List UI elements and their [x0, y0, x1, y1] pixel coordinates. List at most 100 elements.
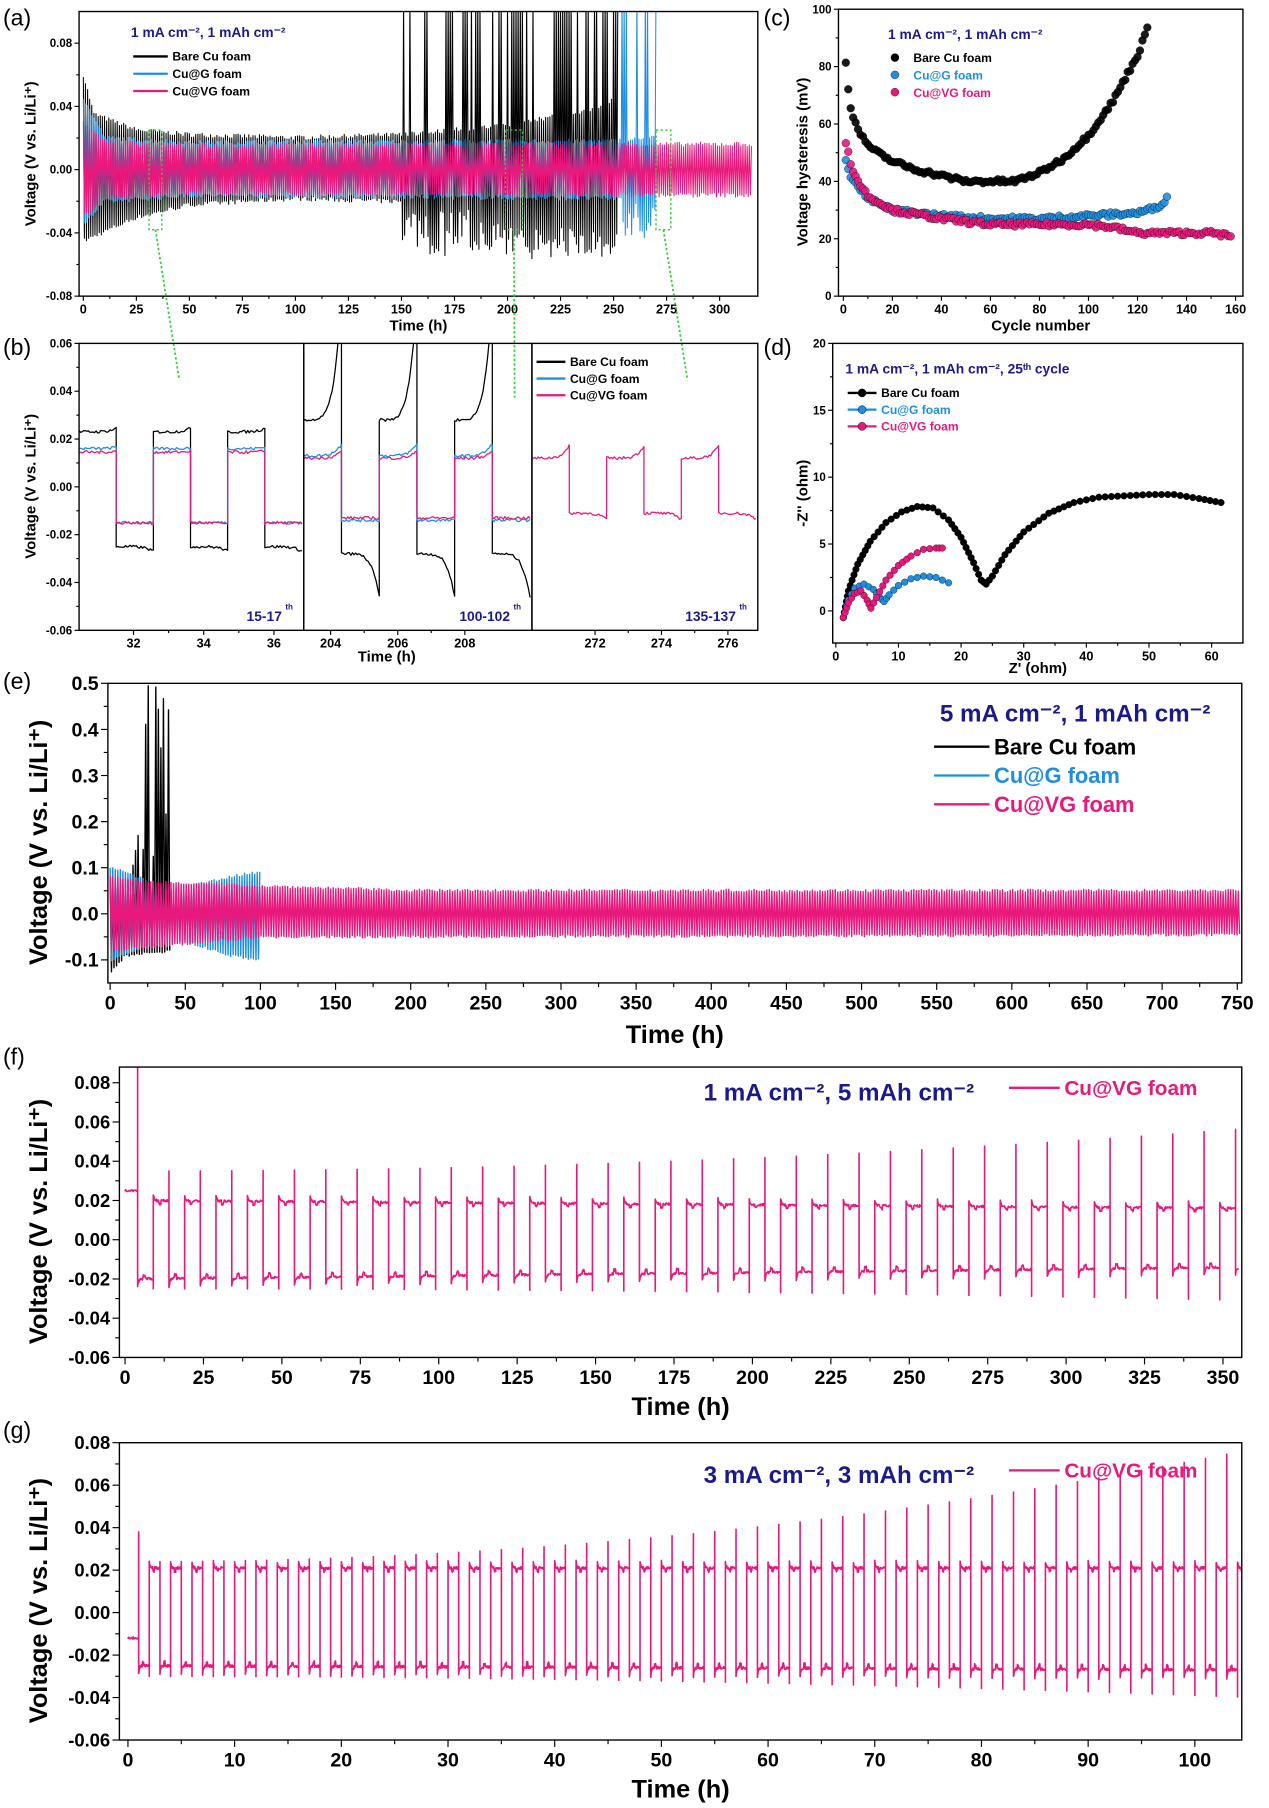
data-point: [885, 591, 893, 599]
legend-marker: [890, 87, 900, 97]
data-point: [1162, 192, 1172, 201]
x-tick-label: 100: [1178, 1750, 1211, 1772]
x-tick-label: 150: [319, 992, 352, 1014]
y-tick-label: 0.4: [71, 719, 98, 741]
data-point: [844, 147, 853, 156]
condition-annotation: 5 mA cm⁻², 1 mAh cm⁻²: [940, 700, 1211, 727]
x-axis-label: Time (h): [626, 1021, 724, 1049]
y-tick-label: 0.02: [74, 1190, 110, 1211]
data-point: [1095, 493, 1103, 501]
x-tick-label: 300: [545, 992, 578, 1014]
y-tick-label: 0.02: [50, 434, 72, 446]
data-point: [1176, 492, 1184, 500]
data-point: [1108, 98, 1118, 107]
data-point: [1012, 537, 1020, 545]
x-tick-label: 275: [656, 302, 677, 316]
data-point: [1001, 551, 1009, 559]
x-tick-label: 125: [338, 302, 359, 316]
data-point: [929, 504, 937, 512]
data-point: [874, 528, 882, 536]
legend-item-label: Cu@G foam: [172, 67, 242, 81]
legend-item-label: Cu@VG foam: [994, 792, 1134, 817]
legend-item-label: Cu@VG foam: [1064, 1077, 1197, 1100]
data-point: [1082, 496, 1090, 504]
data-point: [882, 576, 890, 584]
cycle-range-label: 135-137: [685, 608, 736, 624]
series-markers-cuvgfoam: [839, 544, 946, 622]
y-tick-label: 0.5: [71, 673, 98, 695]
x-tick-label: 276: [717, 637, 738, 651]
legend-item-label: Cu@VG foam: [172, 84, 250, 98]
data-point: [934, 508, 942, 516]
series-line-cugfoam: [82, 11, 657, 239]
series-cuvgfoam: [841, 139, 1235, 241]
y-tick-label: -0.04: [46, 228, 73, 240]
data-point: [1151, 491, 1159, 499]
cycle-range-label: 15-17: [247, 608, 283, 624]
x-tick-label: 350: [1207, 1367, 1240, 1389]
y-tick-label: 100: [812, 4, 831, 16]
x-tick-label: 20: [954, 649, 968, 663]
y-tick-label: 0.02: [74, 1560, 110, 1581]
x-tick-label: 40: [934, 302, 948, 316]
data-point: [1089, 495, 1097, 503]
y-tick-label: -0.04: [68, 1308, 111, 1329]
y-tick-label: 0.06: [50, 338, 72, 350]
x-tick-label: 40: [1079, 649, 1093, 663]
legend-item-marker: [857, 405, 867, 414]
x-axis-label: Time (h): [632, 1776, 730, 1804]
x-tick-label: 208: [454, 637, 475, 651]
x-tick-label: 0: [832, 649, 839, 663]
x-tick-label: 175: [658, 1367, 691, 1389]
data-point: [995, 561, 1003, 569]
plot-frame: [531, 342, 759, 632]
y-tick-label: 0.08: [74, 1072, 110, 1093]
y-axis-label: Voltage (V vs. Li/Li⁺): [22, 414, 39, 559]
series-line-cuvgfoam: [531, 444, 757, 520]
y-axis-label: Voltage (V vs. Li/Li⁺): [25, 1478, 53, 1723]
legend-item-label: Cu@G foam: [994, 763, 1120, 788]
data-point: [866, 537, 874, 545]
legend-item-label: Cu@G foam: [881, 403, 950, 417]
y-tick-label: -0.06: [68, 1729, 110, 1750]
x-axis-label: Z' (ohm): [1009, 660, 1067, 677]
data-point: [1008, 542, 1016, 550]
y-tick-label: 0.00: [74, 1229, 110, 1250]
data-point: [1005, 546, 1013, 554]
plot-frame: [78, 10, 759, 297]
data-point: [1145, 491, 1153, 499]
y-tick-label: 0.3: [71, 765, 98, 787]
x-tick-label: 50: [182, 302, 196, 316]
data-point: [873, 594, 881, 602]
panel-label: (a): [3, 4, 31, 30]
x-tick-label: 0: [840, 302, 847, 316]
plot-frame: [118, 1066, 1243, 1359]
data-point: [939, 512, 947, 520]
series-line-cuvgfoam: [79, 449, 303, 526]
y-tick-label: -0.1: [65, 950, 99, 972]
x-axis-label: Time (h): [389, 318, 447, 335]
x-tick-label: 60: [757, 1750, 779, 1772]
y-tick-label: -0.04: [46, 578, 73, 590]
data-point: [1070, 499, 1078, 507]
legend-item: Cu@VG foam: [913, 86, 991, 100]
x-tick-label: 0: [105, 992, 116, 1014]
data-point: [886, 571, 894, 579]
data-point: [846, 160, 855, 169]
data-point: [919, 545, 928, 553]
x-tick-label: 274: [651, 637, 672, 651]
legend-item-label: Bare Cu foam: [570, 355, 649, 369]
x-tick-label: 100: [422, 1367, 455, 1389]
x-tick-label: 325: [1128, 1367, 1161, 1389]
x-tick-label: 750: [1221, 992, 1254, 1014]
data-point: [1030, 520, 1038, 529]
y-tick-label: 0: [825, 291, 831, 303]
data-point: [841, 139, 850, 148]
x-tick-label: 50: [174, 992, 196, 1014]
series-line-cuvgfoam: [82, 121, 752, 215]
x-tick-label: 30: [1017, 649, 1031, 663]
y-tick-label: 15: [813, 405, 826, 417]
y-tick-label: -0.02: [68, 1268, 110, 1289]
data-point: [1183, 493, 1191, 501]
data-point: [1164, 491, 1172, 499]
